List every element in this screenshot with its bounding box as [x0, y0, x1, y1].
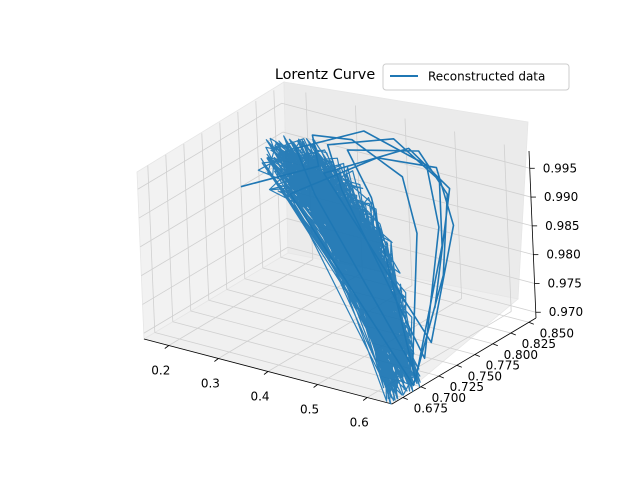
grid-line [255, 101, 264, 269]
y-tick-mark [438, 375, 444, 379]
z-tick-label: 0.990 [544, 190, 578, 204]
y-tick-label: 0.800 [504, 348, 538, 362]
grid-line [454, 131, 462, 299]
x-tick-label: 0.4 [250, 390, 269, 404]
x-ticks: 0.2 0.3 0.4 0.5 0.6 [151, 345, 369, 430]
x-tick-mark [263, 371, 269, 375]
z-tick-label: 0.980 [546, 248, 580, 262]
x-tick-label: 0.2 [151, 364, 170, 378]
grid-line [183, 144, 192, 312]
chart-title: Lorentz Curve [275, 67, 376, 83]
grid-line [139, 160, 285, 248]
x-tick-mark [362, 397, 368, 401]
grid-line [280, 256, 529, 323]
y-axis-line [391, 317, 537, 405]
grid-line [172, 321, 421, 388]
grid-line [141, 189, 286, 276]
x-tick-mark [164, 345, 170, 349]
y-tick-mark [474, 354, 480, 357]
legend-label: Reconstructed data [428, 70, 545, 84]
y-tick-label: 0.775 [486, 359, 520, 373]
x-tick-mark [214, 358, 219, 362]
y-tick-label: 0.850 [540, 326, 574, 340]
grid-line [142, 218, 287, 305]
y-tick-label: 0.675 [414, 402, 448, 416]
legend-box [382, 63, 570, 91]
grid-line [282, 131, 532, 198]
grid-line [281, 102, 530, 169]
grid-line [147, 165, 156, 333]
y-tick-label: 0.825 [522, 337, 556, 351]
y-tick-mark [456, 364, 462, 368]
z-tick-label: 0.985 [545, 219, 579, 233]
y-tick-label: 0.750 [468, 369, 502, 383]
grid-line [208, 299, 457, 366]
x-tick-mark [313, 384, 318, 388]
y-tick-mark [402, 397, 408, 400]
x-tick-label: 0.5 [300, 403, 319, 417]
z-tick-label: 0.970 [549, 305, 583, 319]
grid-line [165, 154, 174, 322]
grid-line [237, 111, 246, 279]
series-line [240, 130, 455, 387]
grid-line [138, 131, 284, 219]
grid-line [154, 332, 403, 398]
y-tick-mark [528, 321, 534, 325]
z-tick-label: 0.975 [548, 276, 582, 290]
y-tick-label: 0.725 [450, 380, 484, 394]
grid-line [201, 133, 210, 301]
grid-line [168, 259, 314, 346]
y-tick-label: 0.700 [432, 391, 466, 405]
grid-line [143, 246, 288, 334]
z-ticks: 0.970 0.975 0.980 0.985 0.990 0.995 [529, 161, 583, 319]
x-tick-label: 0.6 [350, 416, 369, 430]
y-tick-mark [510, 332, 516, 336]
grid-line [219, 122, 228, 290]
grid-line [218, 272, 363, 359]
x-tick-label: 0.3 [201, 377, 220, 391]
series-layer [240, 130, 455, 405]
grid-line [503, 144, 512, 312]
y-tick-mark [492, 343, 498, 347]
grid-line [137, 102, 282, 190]
z-tick-label: 0.995 [543, 161, 577, 175]
y-tick-mark [420, 386, 426, 390]
grid-line [226, 289, 475, 355]
series-line-texture [257, 135, 421, 405]
z-axis-line [528, 150, 537, 319]
legend: Reconstructed data [382, 63, 570, 91]
